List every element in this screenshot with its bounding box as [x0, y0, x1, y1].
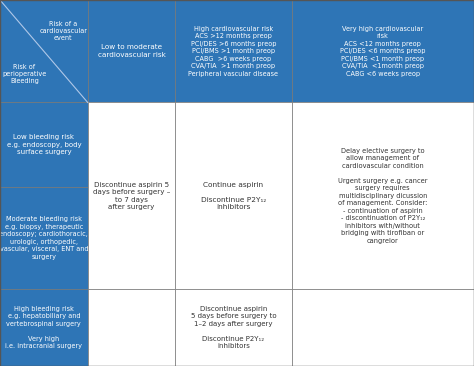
Bar: [88, 289, 175, 366]
Text: Very high cardiovascular
risk
ACS <12 months preop
PCI/DES <6 months preop
PCI/B: Very high cardiovascular risk ACS <12 mo…: [340, 26, 426, 77]
Text: High bleeding risk
e.g. hepatobiliary and
vertebrospinal surgery

Very high
i.e.: High bleeding risk e.g. hepatobiliary an…: [5, 306, 82, 349]
Bar: [88, 0, 175, 102]
Text: Low to moderate
cardiovascular risk: Low to moderate cardiovascular risk: [98, 45, 165, 58]
Bar: [175, 102, 292, 289]
Bar: [175, 0, 292, 102]
Bar: [175, 289, 292, 366]
Text: Low bleeding risk
e.g. endoscopy, body
surface surgery: Low bleeding risk e.g. endoscopy, body s…: [7, 134, 81, 155]
Bar: [292, 0, 474, 102]
Bar: [292, 102, 474, 289]
Bar: [0, 289, 88, 366]
Text: Discontinue aspirin
5 days before surgery to
1–2 days after surgery

Discontinue: Discontinue aspirin 5 days before surger…: [191, 306, 276, 349]
Bar: [88, 102, 175, 289]
Text: Continue aspirin

Discontinue P2Y₁₂
inhibitors: Continue aspirin Discontinue P2Y₁₂ inhib…: [201, 182, 266, 210]
Bar: [0, 0, 88, 102]
Text: Discontinue aspirin 5
days before surgery –
to 7 days
after surgery: Discontinue aspirin 5 days before surger…: [93, 182, 170, 210]
Text: Delay elective surgery to
allow management of
cardiovascular condition

Urgent s: Delay elective surgery to allow manageme…: [338, 148, 428, 244]
Text: Moderate bleeding risk
e.g. biopsy, therapeutic
endoscopy; cardiothoracic,
urolo: Moderate bleeding risk e.g. biopsy, ther…: [0, 216, 88, 259]
Text: High cardiovascular risk
ACS >12 months preop
PCI/DES >6 months preop
PCI/BMS >1: High cardiovascular risk ACS >12 months …: [189, 26, 278, 77]
Text: Risk of a
cardiovascular
event: Risk of a cardiovascular event: [39, 21, 87, 41]
Bar: [0, 102, 88, 187]
Bar: [0, 187, 88, 289]
Bar: [292, 289, 474, 366]
Text: Risk of
perioperative
Bleeding: Risk of perioperative Bleeding: [2, 64, 46, 84]
